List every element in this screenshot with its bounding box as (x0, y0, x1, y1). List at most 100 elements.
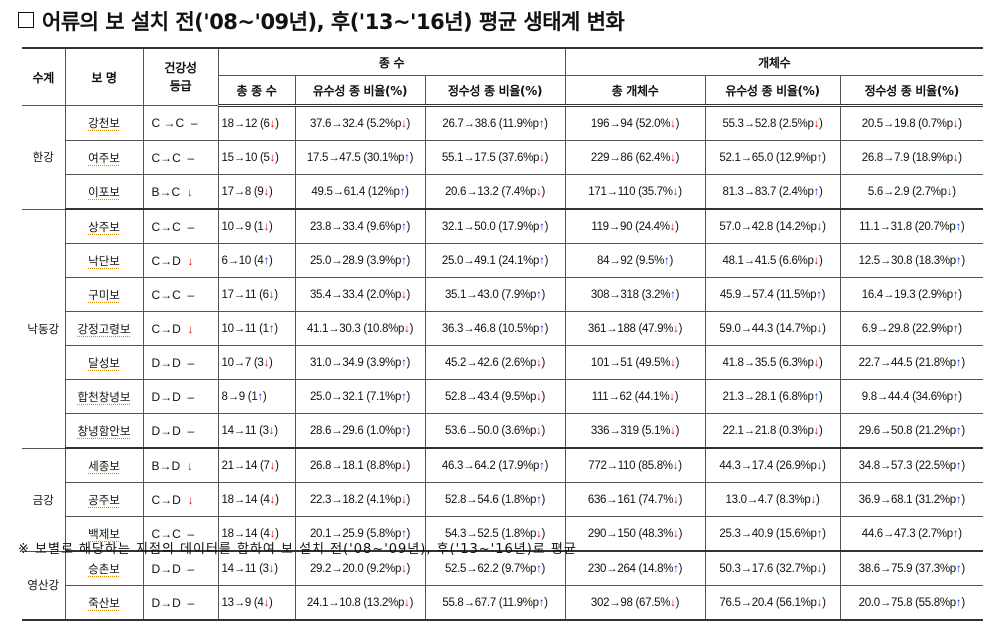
lotic-indiv-ratio-value: 59.0→44.3 (14.7%p (719, 322, 817, 335)
lotic-species-ratio-value: 25.0→32.1 (7.1%p (309, 390, 402, 403)
weir-name-cell: 공주보 (65, 482, 144, 517)
total-individuals-cell: 772→110 (85.8%↓) (564, 447, 706, 483)
header-river: 수계 (22, 47, 66, 106)
arrow-down-icon: ↓ (816, 459, 823, 472)
lotic-indiv-ratio-cell: 13.0→4.7 (8.3%p↓) (704, 482, 841, 517)
table-row: 여주보 C→C –15→10 (5↓) 17.5→47.5 (30.1%p↑) 55.… (22, 140, 984, 175)
arrow-down-icon: ↓ (263, 185, 270, 198)
grade-value: D→D (151, 423, 181, 438)
lotic-species-ratio-cell: 28.6→29.6 (1.0%p↑) (294, 413, 426, 449)
lentic-indiv-ratio-value: 12.5→30.8 (18.3%p (858, 254, 957, 267)
arrow-up-icon: ↑ (536, 288, 542, 301)
total-individuals-value: 111→62 (44.1% (591, 390, 670, 403)
arrow-up-icon: ↑ (664, 254, 670, 267)
total-species-cell: 18→12 (6↓) (217, 105, 296, 141)
lentic-indiv-ratio-value: 34.8→57.3 (22.5%p (858, 459, 957, 472)
arrow-down-icon: ↓ (816, 562, 823, 575)
lotic-species-ratio-cell: 35.4→33.4 (2.0%p↓) (294, 277, 426, 312)
total-individuals-cell: 229→86 (62.4%↓) (564, 140, 706, 175)
total-individuals-cell: 119→90 (24.4%↓) (564, 208, 706, 244)
lentic-indiv-ratio-value: 11.1→31.8 (20.7%p (859, 220, 956, 233)
arrow-down-icon: ↓ (672, 459, 679, 472)
arrow-down-icon: ↓ (810, 493, 817, 506)
arrow-down-icon: ↓ (263, 356, 270, 369)
total-species-value: 10→7 (3 (221, 356, 264, 369)
lotic-indiv-ratio-cell: 50.3→17.6 (32.7%p↓) (704, 550, 841, 586)
lentic-species-ratio-cell: 52.8→43.4 (9.5%p↓) (424, 379, 566, 414)
arrow-down-icon: ↓ (184, 492, 194, 507)
lotic-species-ratio-value: 49.5→61.4 (12%p (311, 185, 400, 198)
arrow-down-icon: ↓ (670, 151, 676, 164)
lentic-species-ratio-cell: 52.8→54.6 (1.8%p↑) (424, 482, 566, 517)
lentic-species-ratio-cell: 54.3→52.5 (1.8%p↓) (424, 516, 566, 552)
total-individuals-value: 101→51 (49.5% (590, 356, 671, 369)
total-individuals-cell: 308→318 (3.2%↑) (564, 277, 706, 312)
lotic-species-ratio-cell: 23.8→33.4 (9.6%p↑) (294, 208, 426, 244)
total-individuals-cell: 196→94 (52.0%↓) (564, 105, 706, 141)
total-species-cell: 10→11 (1↑) (217, 311, 296, 346)
dash-icon: – (184, 561, 195, 576)
lotic-indiv-ratio-cell: 44.3→17.4 (26.9%p↓) (704, 447, 841, 483)
lotic-indiv-ratio-cell: 76.5→20.4 (56.1%p↓) (704, 585, 841, 621)
weir-name-cell: 강정고령보 (65, 311, 144, 346)
grade-cell: C→D ↓ (142, 482, 219, 517)
total-species-value: 17→8 (9 (221, 185, 264, 198)
grade-cell: D→D – (142, 379, 219, 414)
lotic-species-ratio-value: 26.8→18.1 (8.8%p (309, 459, 402, 472)
arrow-up-icon: ↑ (538, 596, 545, 609)
lotic-indiv-ratio-value: 41.8→35.5 (6.3%p (722, 356, 814, 369)
lentic-indiv-ratio-value: 5.6→2.9 (2.7%p (867, 185, 947, 198)
lotic-indiv-ratio-value: 21.3→28.1 (6.8%p (722, 390, 814, 403)
arrow-down-icon: ↓ (673, 493, 679, 506)
lentic-species-ratio-value: 45.2→42.6 (2.6%p (444, 356, 537, 369)
arrow-down-icon: ↓ (952, 117, 959, 130)
lentic-species-ratio-value: 36.3→46.8 (10.5%p (441, 322, 540, 335)
table-row: 달성보 D→D –10→7 (3↓) 31.0→34.9 (3.9%p↑) 45.2→… (22, 345, 984, 380)
total-individuals-value: 636→161 (74.7% (587, 493, 674, 506)
lotic-species-ratio-cell: 49.5→61.4 (12%p↑) (294, 174, 426, 210)
grade-cell: D→D – (142, 345, 219, 380)
arrow-down-icon: ↓ (813, 356, 820, 369)
grade-value: C→D (151, 321, 181, 336)
lotic-indiv-ratio-value: 50.3→17.6 (32.7%p (719, 562, 817, 575)
fish-ecosystem-table: 수계 보 명 건강성 등급 종 수 개체수 총 종 수 유수성 종 비율(%) … (22, 47, 984, 621)
lentic-indiv-ratio-cell: 22.7→44.5 (21.8%p↑) (839, 345, 984, 380)
total-individuals-cell: 636→161 (74.7%↓) (564, 482, 706, 517)
lotic-species-ratio-cell: 24.1→10.8 (13.2%p↓) (294, 585, 426, 621)
arrow-down-icon: ↓ (670, 424, 676, 437)
arrow-up-icon: ↑ (257, 390, 263, 403)
lentic-indiv-ratio-value: 6.9→29.8 (22.9%p (861, 322, 953, 335)
arrow-up-icon: ↑ (401, 527, 407, 540)
lotic-indiv-ratio-cell: 22.1→21.8 (0.3%p↓) (704, 413, 841, 449)
lotic-indiv-ratio-cell: 41.8→35.5 (6.3%p↓) (704, 345, 841, 380)
lentic-species-ratio-value: 35.1→43.0 (7.9%p (444, 288, 537, 301)
lentic-indiv-ratio-value: 36.9→68.1 (31.2%p (858, 493, 957, 506)
grade-cell: C→C – (142, 516, 219, 552)
lentic-indiv-ratio-value: 29.6→50.8 (21.2%p (858, 424, 957, 437)
lotic-species-ratio-value: 37.6→32.4 (5.2%p (309, 117, 402, 130)
lentic-indiv-ratio-cell: 44.6→47.3 (2.7%p↑) (839, 516, 984, 552)
lotic-indiv-ratio-value: 48.1→41.5 (6.6%p (722, 254, 814, 267)
lotic-species-ratio-cell: 37.6→32.4 (5.2%p↓) (294, 105, 426, 141)
river-cell: 금강 (22, 447, 66, 552)
lotic-indiv-ratio-value: 22.1→21.8 (0.3%p (722, 424, 814, 437)
arrow-down-icon: ↓ (268, 288, 275, 301)
arrow-down-icon: ↓ (401, 288, 407, 301)
total-individuals-cell: 336→319 (5.1%↓) (564, 413, 706, 449)
header-lotic-indiv-ratio: 유수성 종 비율(%) (704, 75, 841, 107)
total-individuals-cell: 230→264 (14.8%↑) (564, 550, 706, 586)
title-text: 어류의 보 설치 전('08~'09년), 후('13~'16년) 평균 생태계… (42, 10, 625, 34)
lentic-species-ratio-value: 25.0→49.1 (24.1%p (441, 254, 540, 267)
table-row: 구미보 C→C –17→11 (6↓) 35.4→33.4 (2.0%p↓) 35.1… (22, 277, 984, 312)
dash-icon: – (184, 595, 195, 610)
lentic-species-ratio-value: 54.3→52.5 (1.8%p (444, 527, 537, 540)
lentic-indiv-ratio-value: 16.4→19.3 (2.9%p (861, 288, 953, 301)
total-species-cell: 18→14 (4↓) (217, 482, 296, 517)
table-row: 한강 강천보 C →C –18→12 (6↓) 37.6→32.4 (5.2%p↓) 2… (22, 105, 984, 210)
total-species-cell: 10→7 (3↓) (217, 345, 296, 380)
grade-cell: B→D ↓ (142, 447, 219, 483)
arrow-up-icon: ↑ (955, 596, 962, 609)
lentic-indiv-ratio-value: 22.7→44.5 (21.8%p (858, 356, 957, 369)
grade-value: C →C (151, 116, 185, 130)
arrow-up-icon: ↑ (538, 117, 545, 130)
